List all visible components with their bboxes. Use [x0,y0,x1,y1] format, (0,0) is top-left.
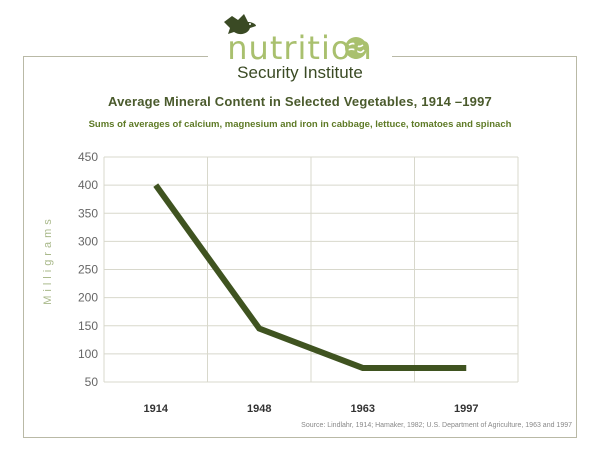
globe-icon [345,37,367,59]
y-tick-label: 300 [78,234,98,248]
bird-icon [224,14,256,35]
x-tick-label: 1914 [144,403,169,415]
logo-subtitle: Security Institute [237,63,363,82]
y-tick-label: 250 [78,263,98,277]
y-tick-label: 50 [85,375,99,389]
chart-subtitle: Sums of averages of calcium, magnesium a… [88,119,512,130]
x-tick-label: 1997 [454,403,478,415]
logo-wordmark: nutrition [227,29,373,67]
logo: nutrition Security Institute [208,6,392,82]
y-tick-label: 200 [78,291,98,305]
chart-frame [23,56,577,438]
chart-title: Average Mineral Content in Selected Vege… [108,94,492,109]
source-note: Source: Lindlahr, 1914; Hamaker, 1982; U… [301,422,572,429]
x-tick-label: 1963 [351,403,375,415]
y-tick-label: 150 [78,319,98,333]
y-tick-label: 400 [78,178,98,192]
x-tick-label: 1948 [247,403,271,415]
series-line [153,183,467,371]
y-tick-label: 450 [78,150,98,164]
y-tick-label: 100 [78,347,98,361]
y-tick-label: 350 [78,206,98,220]
